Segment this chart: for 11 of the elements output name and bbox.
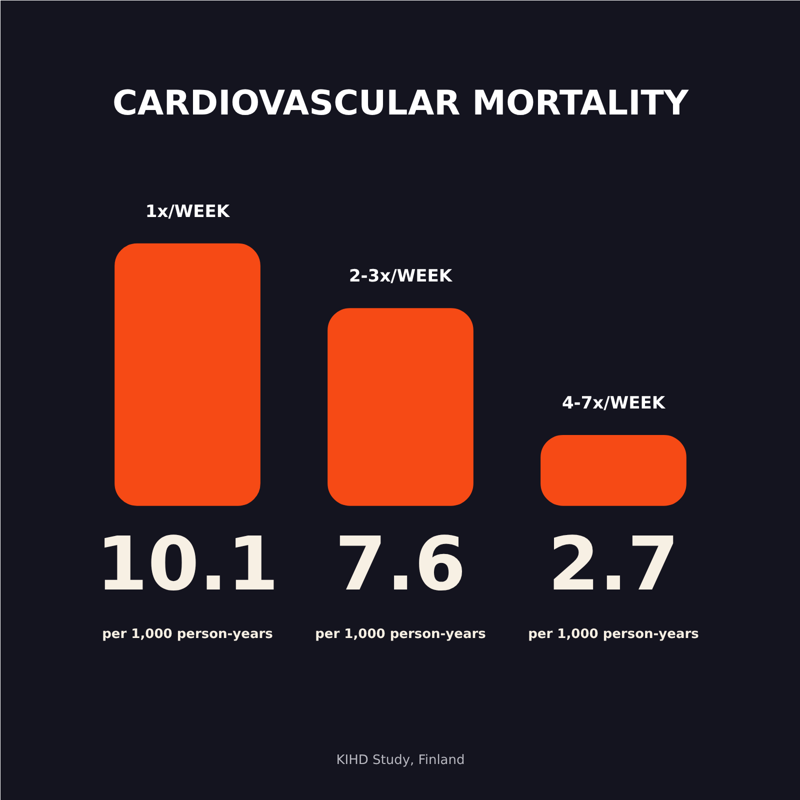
- text: per 1,000 person-years: [315, 626, 486, 642]
- text: per 1,000 person-years: [528, 626, 700, 642]
- text: per 1,000 person-years: [102, 626, 274, 642]
- data-label: 10.1: [96, 521, 279, 608]
- x-tick-label: 4-7x/WEEK: [562, 393, 666, 414]
- text: KIHD Study, Finland: [336, 753, 465, 768]
- data-label: 2.7: [548, 521, 680, 608]
- x-tick-label: 2-3x/WEEK: [348, 266, 453, 287]
- data-label: 7.6: [334, 521, 466, 608]
- chart-title: CARDIOVASCULAR MORTALITY: [112, 84, 689, 124]
- x-tick-label: 1x/WEEK: [145, 202, 230, 222]
